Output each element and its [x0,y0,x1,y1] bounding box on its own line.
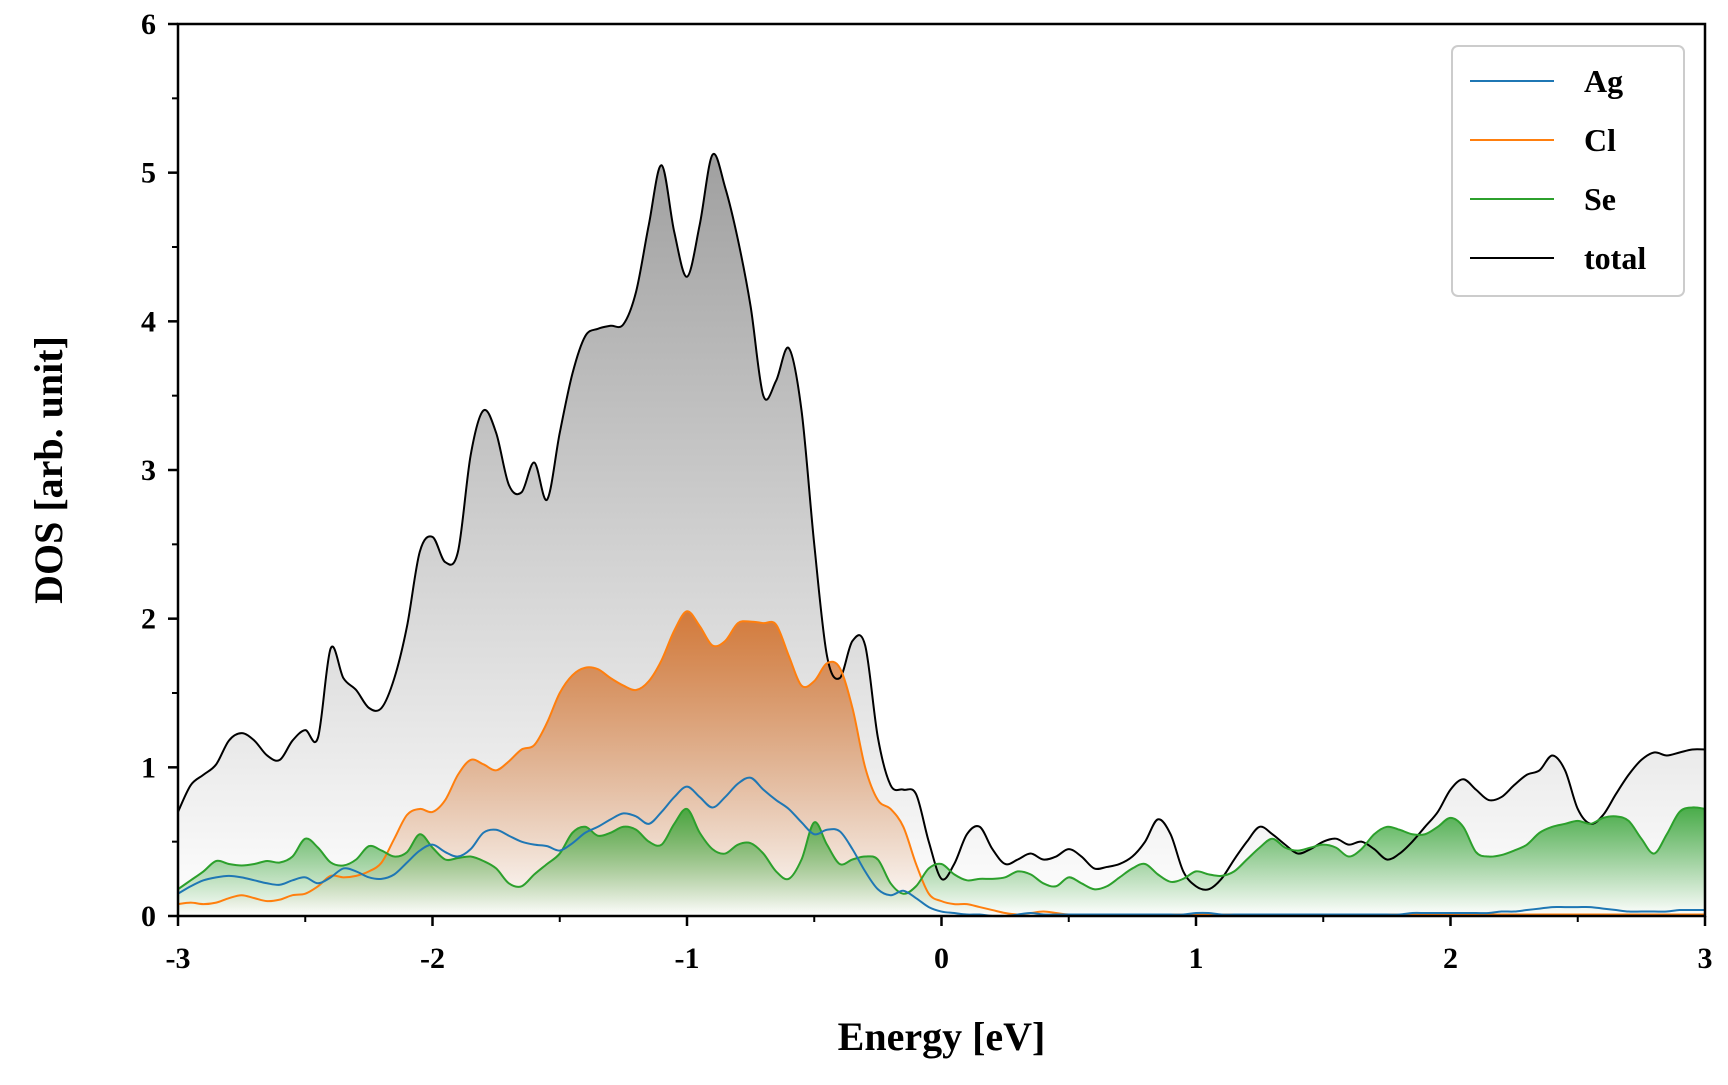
y-tick-label: 3 [141,454,156,487]
x-tick-label: -1 [675,942,700,975]
x-axis-label: Energy [eV] [838,1014,1046,1059]
x-tick-label: 1 [1189,942,1204,975]
y-axis-label: DOS [arb. unit] [26,336,71,604]
series-line-total [177,152,1706,891]
series-line-ag [177,776,1705,918]
series-line-se [177,806,1706,895]
series-line-cl [177,610,1705,916]
y-tick-label: 5 [141,157,156,190]
axes: -3 -2 -1 0 1 2 3 0 1 2 3 4 5 6 [141,8,1713,975]
y-tick-label: 4 [141,305,156,338]
x-tick-label: 2 [1443,942,1458,975]
x-tick-label: 3 [1698,942,1713,975]
x-tick-label: -2 [420,942,445,975]
legend-label-total: total [1584,240,1646,276]
x-tick-label: 0 [934,942,949,975]
y-tick-label: 0 [141,900,156,933]
y-tick-label: 2 [141,603,156,636]
legend-label-ag: Ag [1584,63,1623,99]
fill-layer [178,153,1705,917]
y-tick-label: 1 [141,751,156,784]
series-fill-se [178,807,1705,916]
x-tick-label: -3 [166,942,191,975]
y-tick-label: 6 [141,8,156,41]
legend-label-se: Se [1584,181,1616,217]
line-layer [177,152,1706,918]
legend-label-cl: Cl [1584,122,1616,158]
legend: Ag Cl Se total [1451,45,1685,297]
legend-box [1451,45,1685,297]
series-fill-cl [178,611,1705,916]
